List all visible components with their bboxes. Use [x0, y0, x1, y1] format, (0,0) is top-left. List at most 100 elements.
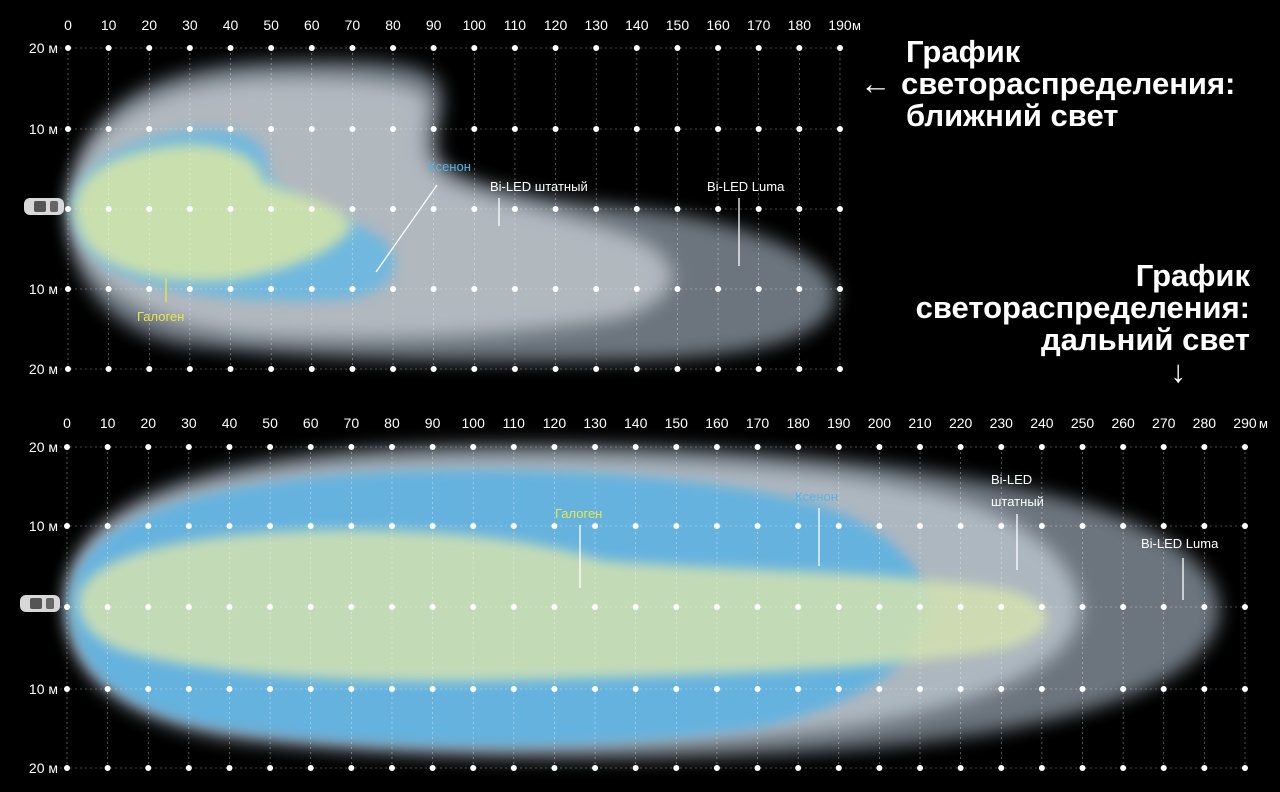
low-xenon-pointer: [375, 184, 438, 273]
grid-dot: [145, 686, 152, 692]
grid-dot: [876, 686, 883, 692]
high-beam-y-axis: 20 м 10 м 10 м 20 м: [29, 439, 58, 776]
grid-dot: [796, 206, 803, 212]
grid-dot: [1160, 765, 1167, 771]
grid-dot: [64, 604, 70, 610]
grid-dot: [227, 206, 234, 212]
grid-dot: [633, 206, 640, 212]
grid-dot: [917, 604, 924, 610]
grid-dot: [998, 765, 1005, 771]
x-tick-label: 210: [908, 415, 932, 431]
grid-dot: [471, 126, 478, 132]
grid-dot: [674, 45, 681, 51]
grid-dot: [754, 444, 761, 450]
grid-dot: [836, 366, 843, 372]
grid-dot: [146, 286, 153, 292]
grid-dot: [713, 444, 720, 450]
grid-dot: [552, 366, 559, 372]
grid-dot: [105, 126, 112, 132]
x-tick-label: 160: [705, 415, 729, 431]
grid-dot: [348, 686, 355, 692]
grid-dot: [429, 686, 436, 692]
grid-dot: [551, 686, 558, 692]
grid-dot: [227, 366, 234, 372]
grid-dot: [470, 765, 477, 771]
x-tick-label: 140: [624, 415, 648, 431]
x-tick-label: 290: [1233, 415, 1257, 431]
grid-dot: [470, 523, 477, 529]
grid-dot: [307, 686, 314, 692]
grid-dot: [876, 444, 883, 450]
grid-dot: [267, 523, 274, 529]
grid-dot: [267, 604, 274, 610]
grid-dot: [917, 686, 924, 692]
grid-dot: [471, 286, 478, 292]
grid-dot: [713, 765, 720, 771]
grid-dot: [1079, 523, 1086, 529]
grid-dot: [715, 126, 722, 132]
grid-dot: [593, 206, 600, 212]
grid-dot: [592, 523, 599, 529]
grid-dot: [105, 206, 112, 212]
grid-dot: [105, 286, 112, 292]
grid-dot: [673, 604, 680, 610]
grid-dot: [1038, 444, 1045, 450]
x-tick-label: 280: [1193, 415, 1217, 431]
grid-dot: [349, 45, 356, 51]
grid-dot: [593, 286, 600, 292]
x-tick-label: 120: [544, 17, 568, 33]
x-tick-label: 90: [425, 415, 441, 431]
grid-dot: [836, 206, 843, 212]
grid-dot: [755, 366, 762, 372]
x-tick-label: 200: [868, 415, 892, 431]
grid-dot: [713, 686, 720, 692]
grid-dot: [470, 604, 477, 610]
grid-dot: [308, 366, 315, 372]
grid-dot: [1241, 523, 1248, 529]
high-title-line-2: светораспределения:: [915, 290, 1250, 325]
grid-dot: [1120, 604, 1127, 610]
grid-dot: [307, 604, 314, 610]
x-tick-label: 190: [827, 415, 851, 431]
x-tick-label: 270: [1152, 415, 1176, 431]
grid-dot: [430, 206, 437, 212]
low-label-halogen: Галоген: [137, 309, 184, 324]
grid-dot: [835, 444, 842, 450]
low-label-bi-led-luma: Bi-LED Luma: [707, 179, 785, 194]
low-beam-grid: [60, 45, 843, 372]
grid-dot: [836, 45, 843, 51]
grid-dot: [145, 523, 152, 529]
grid-dot: [674, 206, 681, 212]
grid-dot: [755, 126, 762, 132]
grid-dot: [146, 206, 153, 212]
grid-dot: [511, 45, 518, 51]
x-tick-label: 180: [786, 415, 810, 431]
x-tick-label: 220: [949, 415, 973, 431]
x-tick-label: 100: [463, 17, 487, 33]
grid-dot: [836, 126, 843, 132]
x-tick-label: 20: [140, 415, 156, 431]
x-tick-label: 110: [503, 415, 526, 431]
x-tick-label: 70: [345, 17, 361, 33]
grid-dot: [145, 604, 152, 610]
y-tick-label: 10 м: [29, 681, 58, 697]
grid-dot: [268, 366, 275, 372]
grid-dot: [673, 444, 680, 450]
grid-dot: [795, 604, 802, 610]
grid-dot: [593, 366, 600, 372]
low-beam-zone-halogen: [74, 144, 352, 281]
grid-dot: [307, 765, 314, 771]
high-label-bi-led-luma: Bi-LED Luma: [1141, 536, 1219, 551]
low-beam-diagram: 0 10 20 30 40 50 60 70 80 90 100 110 120 130 140 150 160…: [24, 17, 861, 377]
grid-dot: [104, 444, 111, 450]
grid-dot: [715, 45, 722, 51]
grid-dot: [1120, 765, 1127, 771]
high-label-xenon: Ксенон: [795, 489, 838, 504]
x-tick-label: 230: [990, 415, 1014, 431]
grid-dot: [876, 604, 883, 610]
grid-dot: [917, 444, 924, 450]
grid-dot: [755, 206, 762, 212]
grid-dot: [796, 366, 803, 372]
grid-dot: [633, 126, 640, 132]
